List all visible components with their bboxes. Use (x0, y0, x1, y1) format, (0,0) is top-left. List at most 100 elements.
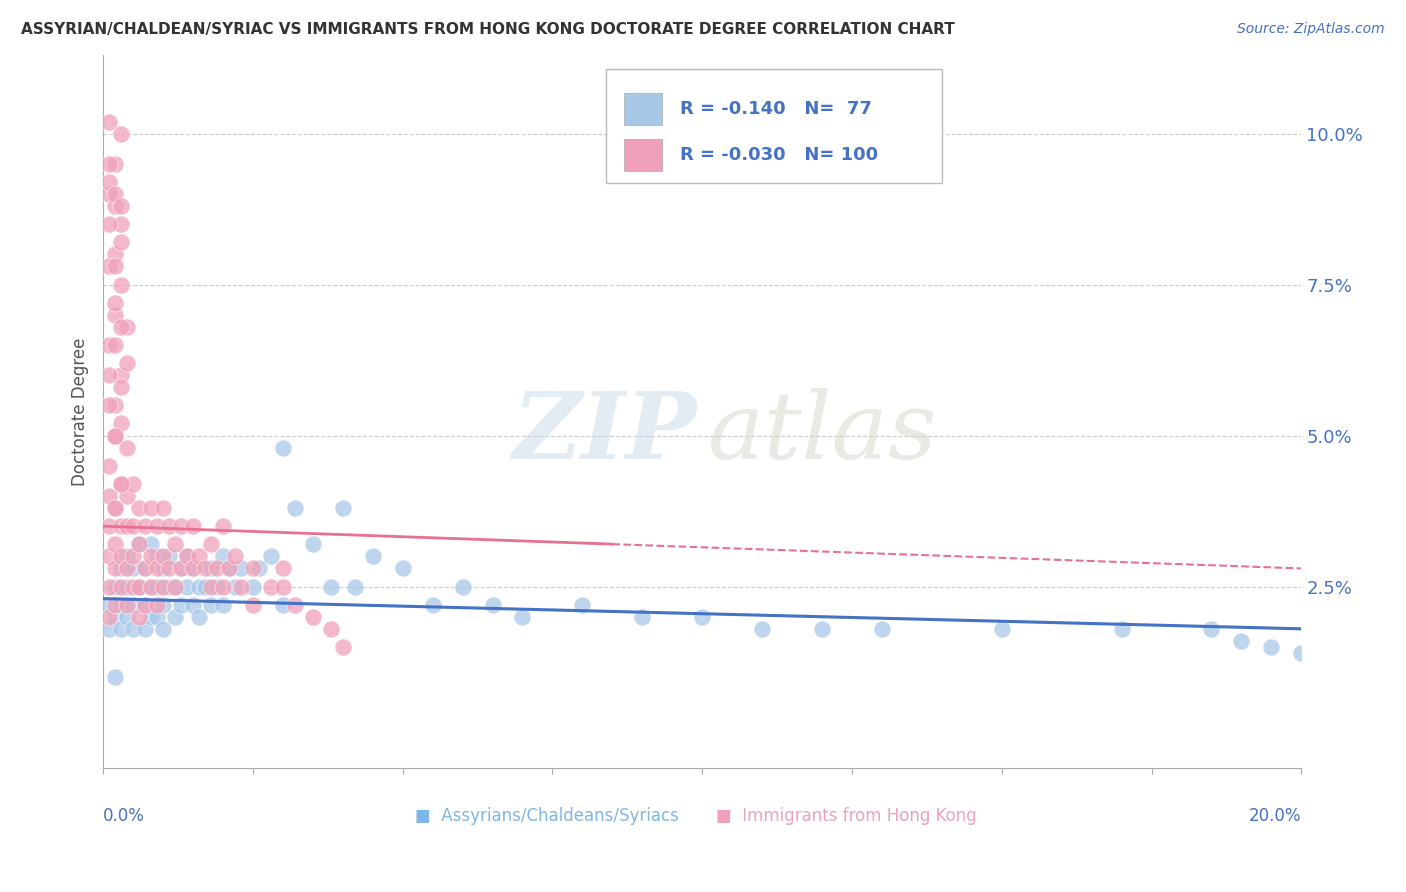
Point (224, 549, 246, 564)
Point (110, 622, 132, 636)
Point (152, 561, 174, 575)
Point (181, 598, 204, 612)
Text: ■  Assyrians/Chaldeans/Syriacs: ■ Assyrians/Chaldeans/Syriacs (415, 807, 678, 825)
Point (104, 428, 127, 442)
Point (98, 622, 121, 636)
Point (1260, 640, 1282, 654)
Point (194, 561, 217, 575)
Point (104, 501, 127, 516)
Text: R = -0.140   N=  77: R = -0.140 N= 77 (681, 100, 872, 118)
Bar (624, 93, 662, 125)
Point (104, 398, 127, 412)
Point (146, 561, 169, 575)
Point (98, 580, 121, 594)
Point (200, 598, 222, 612)
Point (242, 561, 264, 575)
Point (134, 519, 156, 533)
Point (128, 609, 150, 624)
Point (260, 549, 283, 564)
Point (110, 476, 132, 491)
Y-axis label: Doctorate Degree: Doctorate Degree (72, 337, 89, 485)
Point (176, 549, 198, 564)
Point (104, 187, 127, 202)
Point (98, 519, 121, 533)
Point (139, 501, 162, 516)
Point (104, 501, 127, 516)
Point (152, 622, 174, 636)
Point (188, 549, 211, 564)
Point (110, 368, 132, 383)
Point (152, 580, 174, 594)
Text: ZIP: ZIP (512, 388, 696, 478)
Point (200, 580, 222, 594)
Point (212, 580, 235, 594)
Point (110, 199, 132, 213)
Point (115, 489, 138, 503)
Point (163, 537, 186, 551)
Point (104, 260, 127, 274)
Point (170, 519, 193, 533)
Point (139, 580, 162, 594)
Point (104, 609, 127, 624)
Point (163, 580, 186, 594)
Point (110, 417, 132, 431)
Point (284, 598, 307, 612)
Point (104, 338, 127, 352)
Point (343, 580, 366, 594)
Point (271, 598, 294, 612)
Point (181, 561, 204, 575)
Bar (624, 139, 662, 171)
Point (110, 561, 132, 575)
Point (212, 519, 235, 533)
Point (157, 580, 180, 594)
Point (163, 609, 186, 624)
Point (218, 561, 240, 575)
Point (301, 609, 323, 624)
Point (319, 622, 342, 636)
Point (139, 609, 162, 624)
Point (110, 127, 132, 141)
Point (128, 580, 150, 594)
Point (391, 561, 413, 575)
Text: 20.0%: 20.0% (1249, 807, 1302, 825)
Point (212, 549, 235, 564)
Point (115, 549, 138, 564)
Point (152, 598, 174, 612)
Point (104, 428, 127, 442)
Text: ASSYRIAN/CHALDEAN/SYRIAC VS IMMIGRANTS FROM HONG KONG DOCTORATE DEGREE CORRELATI: ASSYRIAN/CHALDEAN/SYRIAC VS IMMIGRANTS F… (21, 22, 955, 37)
Point (110, 319, 132, 334)
Point (128, 537, 150, 551)
Point (110, 217, 132, 231)
Point (115, 609, 138, 624)
Point (176, 549, 198, 564)
Point (751, 622, 773, 636)
Point (332, 501, 354, 516)
Point (98, 187, 121, 202)
Point (1291, 646, 1313, 660)
Point (110, 380, 132, 394)
Point (122, 622, 145, 636)
Point (98, 175, 121, 189)
Point (122, 561, 145, 575)
Point (98, 217, 121, 231)
Point (110, 235, 132, 250)
Text: R = -0.030   N= 100: R = -0.030 N= 100 (681, 146, 879, 164)
Point (146, 598, 169, 612)
Point (152, 549, 174, 564)
Point (181, 519, 204, 533)
Point (104, 295, 127, 310)
Point (122, 598, 145, 612)
Point (157, 549, 180, 564)
Point (271, 441, 294, 455)
FancyBboxPatch shape (606, 70, 942, 184)
Point (115, 580, 138, 594)
Point (271, 580, 294, 594)
Point (115, 561, 138, 575)
Point (104, 157, 127, 171)
Point (170, 561, 193, 575)
Point (247, 561, 270, 575)
Point (98, 489, 121, 503)
Point (212, 598, 235, 612)
Point (1230, 633, 1253, 648)
Point (242, 580, 264, 594)
